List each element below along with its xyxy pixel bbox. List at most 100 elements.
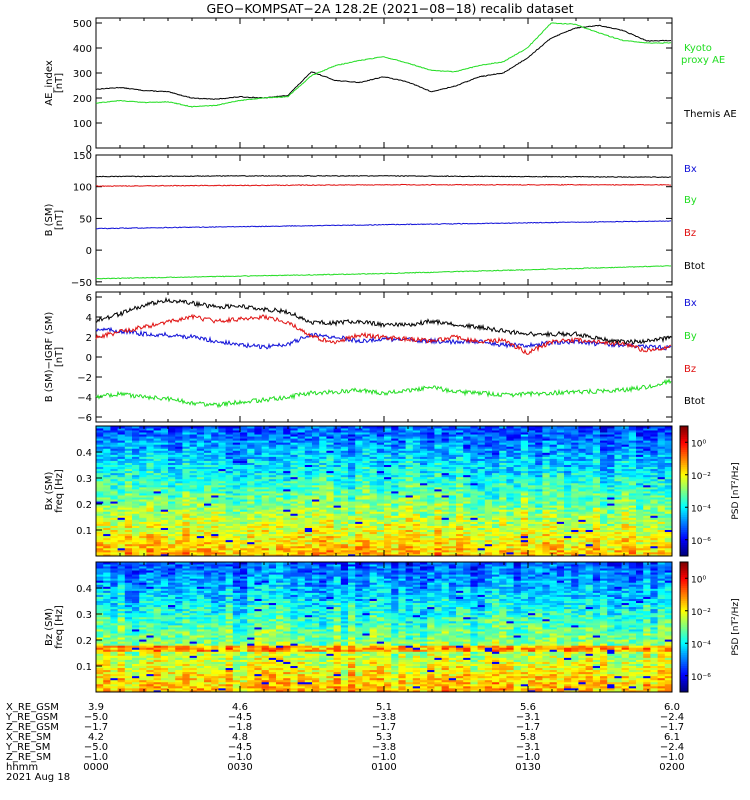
spectrogram-cell — [348, 444, 356, 447]
spectrogram-cell — [664, 454, 673, 457]
spectrogram-cell — [348, 454, 356, 457]
spectrogram-cell — [182, 507, 190, 510]
spectrogram-cell — [153, 523, 162, 526]
spectrogram-cell — [196, 448, 205, 451]
spectrogram-cell — [427, 458, 435, 461]
spectrogram-cell — [564, 513, 572, 516]
spectrogram-cell — [441, 537, 450, 541]
spectrogram-cell — [628, 511, 637, 514]
spectrogram-cell — [196, 545, 205, 549]
spectrogram-cell — [556, 507, 565, 510]
spectrogram-cell — [441, 505, 450, 508]
spectrogram-cell — [132, 440, 140, 443]
spectrogram-cell — [607, 511, 615, 514]
spectrogram-cell — [506, 543, 514, 547]
spectrogram-cell — [427, 460, 435, 463]
spectrogram-cell — [391, 454, 399, 457]
spectrogram-cell — [484, 452, 493, 455]
spectrogram-cell — [448, 464, 457, 468]
spectrogram-cell — [513, 438, 522, 441]
spectrogram-cell — [355, 442, 363, 445]
spectrogram-cell — [441, 482, 450, 486]
spectrogram-cell — [506, 521, 514, 524]
spectrogram-cell — [196, 501, 205, 504]
spectrogram-cell — [196, 482, 205, 486]
spectrogram-cell — [636, 474, 644, 478]
spectrogram-cell — [607, 519, 615, 522]
spectrogram-cell — [434, 515, 442, 518]
spectrogram-cell — [153, 442, 162, 445]
spectrogram-cell — [225, 464, 234, 468]
spectrogram-cell — [434, 511, 442, 514]
spectrogram-cell — [492, 501, 500, 504]
spectrogram-cell — [175, 474, 183, 478]
spectrogram-cell — [499, 517, 507, 520]
spectrogram-cell — [175, 484, 183, 488]
spectrogram-cell — [290, 515, 298, 518]
spectrogram-cell — [513, 545, 522, 549]
spectrogram-cell — [621, 488, 630, 492]
spectrogram-cell — [535, 533, 543, 537]
spectrogram-cell — [175, 454, 183, 457]
spectrogram-cell — [355, 525, 363, 528]
spectrogram-cell — [103, 503, 111, 506]
spectrogram-cell — [254, 541, 262, 545]
spectrogram-cell — [276, 493, 284, 496]
spectrogram-cell — [470, 436, 478, 439]
spectrogram-cell — [204, 533, 212, 537]
spectrogram-cell — [420, 527, 428, 530]
spectrogram-cell — [556, 442, 565, 445]
spectrogram-cell — [564, 466, 572, 470]
spectrogram-cell — [643, 452, 651, 455]
spectrogram-cell — [297, 495, 306, 498]
spectrogram-cell — [297, 491, 306, 494]
spectrogram-cell — [304, 509, 313, 512]
spectrogram-cell — [484, 547, 493, 551]
spectrogram-cell — [348, 515, 356, 518]
spectrogram-cell — [441, 515, 450, 518]
spectrogram-cell — [398, 478, 406, 482]
spectrogram-cell — [153, 464, 162, 468]
spectrogram-cell — [319, 454, 327, 457]
spectrogram-cell — [139, 537, 147, 541]
spectrogram-cell — [355, 458, 363, 461]
spectrogram-cell — [355, 434, 363, 437]
spectrogram-cell — [218, 547, 226, 551]
spectrogram-cell — [384, 503, 392, 506]
spectrogram-cell — [448, 497, 457, 500]
spectrogram-cell — [225, 545, 234, 549]
spectrogram-cell — [117, 482, 126, 486]
spectrogram-cell — [362, 553, 370, 557]
spectrogram-cell — [146, 442, 154, 445]
spectrogram-cell — [297, 446, 306, 449]
spectrogram-cell — [312, 440, 320, 443]
spectrogram-cell — [348, 505, 356, 508]
spectrogram-cell — [549, 499, 558, 502]
spectrogram-cell — [391, 529, 399, 533]
spectrogram-cell — [643, 523, 651, 526]
spectrogram-cell — [218, 519, 226, 522]
spectrogram-cell — [470, 452, 478, 455]
spectrogram-cell — [168, 468, 176, 472]
spectrogram-cell — [564, 468, 572, 472]
spectrogram-cell — [146, 440, 154, 443]
y-tick-label: 100 — [73, 119, 92, 130]
spectrogram-cell — [477, 551, 486, 555]
spectrogram-cell — [405, 491, 414, 494]
spectrogram-cell — [384, 493, 392, 496]
spectrogram-cell — [153, 436, 162, 439]
spectrogram-cell — [477, 543, 486, 547]
spectrogram-cell — [463, 529, 471, 533]
spectrogram-cell — [528, 484, 536, 488]
spectrogram-cell — [218, 491, 226, 494]
spectrogram-cell — [506, 478, 514, 482]
spectrogram-cell — [261, 509, 270, 512]
spectrogram-cell — [405, 444, 414, 447]
spectrogram-cell — [312, 523, 320, 526]
spectrogram-cell — [240, 509, 248, 512]
spectrogram-cell — [153, 460, 162, 463]
spectrogram-cell — [211, 537, 219, 541]
spectrogram-cell — [643, 480, 651, 484]
spectrogram-cell — [348, 513, 356, 516]
spectrogram-cell — [441, 517, 450, 520]
